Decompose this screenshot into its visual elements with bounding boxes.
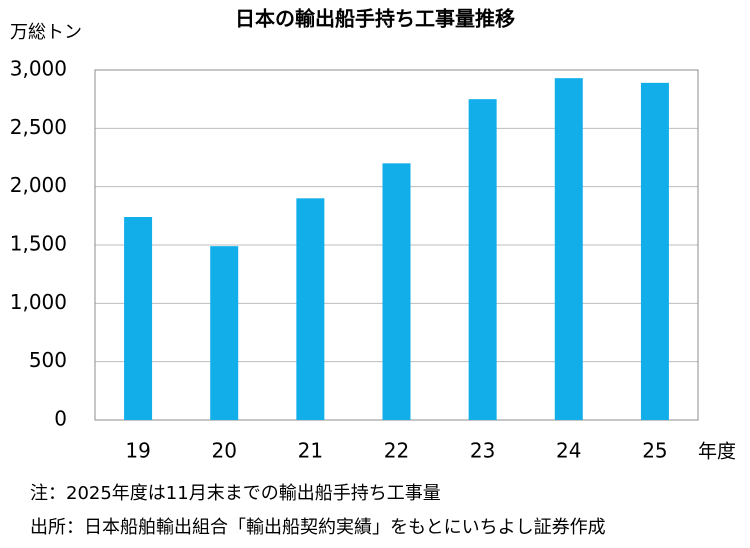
- bar: [640, 82, 669, 420]
- note: 出所：日本船舶輸出組合「輸出船契約実績」をもとにいちよし証券作成: [30, 517, 606, 538]
- y-tick-label: 0: [54, 407, 67, 431]
- x-tick-label: 21: [298, 439, 323, 463]
- y-tick-label: 2,500: [10, 115, 67, 139]
- x-tick-label: 25: [642, 439, 667, 463]
- x-tick-label: 23: [470, 439, 495, 463]
- x-tick-label: 22: [384, 439, 409, 463]
- x-tick-label: 19: [125, 439, 150, 463]
- x-tick-label: 20: [211, 439, 236, 463]
- bar: [124, 217, 153, 420]
- x-tick-label: 24: [556, 439, 581, 463]
- y-axis-label: 万総トン: [10, 22, 82, 43]
- bar: [468, 99, 497, 421]
- bar: [554, 78, 583, 421]
- bar: [382, 163, 411, 421]
- x-axis-label: 年度: [698, 441, 736, 463]
- bar: [296, 198, 325, 420]
- y-tick-label: 1,500: [10, 232, 67, 256]
- chart-title: 日本の輸出船手持ち工事量推移: [235, 7, 515, 31]
- y-tick-label: 500: [29, 348, 67, 372]
- y-tick-label: 3,000: [10, 57, 67, 81]
- bar: [210, 246, 239, 420]
- y-tick-label: 2,000: [10, 173, 67, 197]
- y-tick-label: 1,000: [10, 290, 67, 314]
- note: 注：2025年度は11月末までの輸出船手持ち工事量: [30, 483, 441, 504]
